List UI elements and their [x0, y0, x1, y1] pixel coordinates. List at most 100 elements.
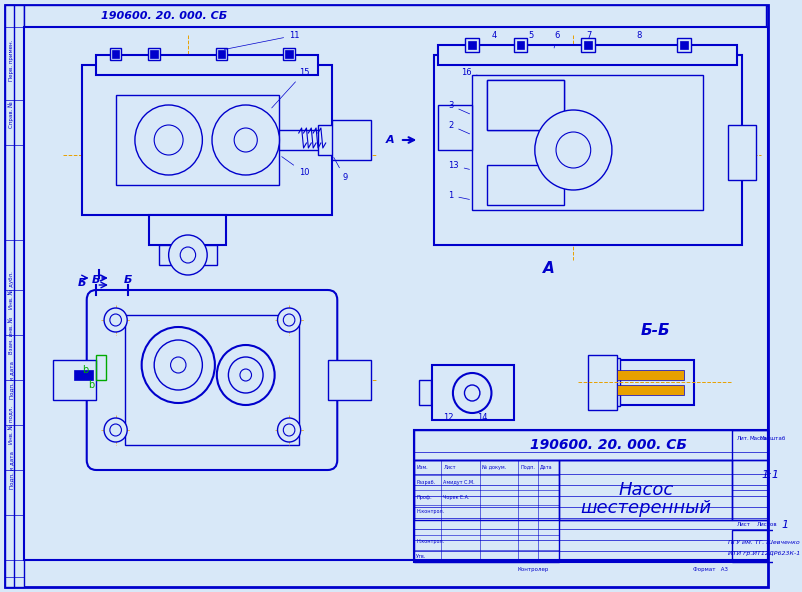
Bar	[487, 80, 564, 130]
Bar	[732, 530, 797, 562]
Bar	[472, 75, 703, 210]
Bar	[328, 360, 371, 400]
Text: 1: 1	[782, 520, 789, 530]
Bar	[439, 105, 472, 150]
Circle shape	[157, 343, 200, 387]
Text: 2: 2	[448, 121, 470, 134]
Bar	[24, 5, 766, 27]
Text: А: А	[544, 260, 555, 275]
Bar	[148, 48, 160, 60]
Bar	[431, 365, 513, 420]
Circle shape	[110, 314, 121, 326]
Bar	[415, 430, 768, 460]
Circle shape	[217, 345, 274, 405]
Circle shape	[154, 125, 183, 155]
Bar	[82, 65, 333, 215]
Text: 13: 13	[448, 161, 469, 170]
Circle shape	[229, 357, 263, 393]
Text: 6: 6	[554, 31, 560, 48]
Text: Б: Б	[92, 275, 100, 285]
Bar	[279, 130, 357, 150]
Bar	[115, 95, 279, 185]
Text: Подп. и дата: Подп. и дата	[9, 451, 14, 489]
Text: Проф.: Проф.	[416, 494, 432, 500]
Circle shape	[212, 105, 279, 175]
Text: Разраб.: Разраб.	[416, 480, 435, 484]
Text: ИТИ гр.ИТ12ДР623К-1: ИТИ гр.ИТ12ДР623К-1	[728, 551, 800, 555]
Bar	[53, 360, 96, 400]
Text: Листов: Листов	[756, 523, 777, 527]
Text: 10: 10	[282, 157, 310, 177]
Bar	[540, 55, 569, 245]
Text: А: А	[386, 135, 395, 145]
Circle shape	[453, 373, 492, 413]
Bar	[286, 50, 293, 58]
Circle shape	[277, 308, 301, 332]
Text: Подп. и дата: Подп. и дата	[9, 361, 14, 399]
Bar	[415, 460, 559, 562]
Bar	[159, 245, 217, 265]
Bar	[218, 50, 225, 58]
Text: Формат   А3: Формат А3	[693, 568, 727, 572]
Text: Лист: Лист	[737, 523, 751, 527]
Bar	[110, 48, 121, 60]
Bar	[727, 125, 756, 180]
Bar	[419, 380, 431, 405]
Bar	[149, 215, 226, 245]
Circle shape	[283, 314, 295, 326]
Bar	[415, 430, 768, 562]
Bar	[216, 48, 228, 60]
Bar	[617, 370, 684, 380]
Text: 9: 9	[334, 157, 347, 182]
Bar	[318, 125, 347, 155]
Text: b: b	[88, 380, 95, 390]
Bar	[581, 38, 594, 52]
Bar	[434, 55, 742, 245]
Text: 190600. 20. 000. СБ: 190600. 20. 000. СБ	[101, 11, 227, 21]
Bar	[82, 65, 333, 95]
Text: Б: Б	[124, 275, 132, 285]
Bar	[434, 55, 472, 245]
Text: шестеренный: шестеренный	[580, 499, 711, 517]
Text: Взам. инв. №: Взам. инв. №	[9, 316, 14, 353]
Bar	[82, 185, 333, 215]
Circle shape	[240, 369, 252, 381]
Text: Насос: Насос	[618, 481, 673, 499]
Bar	[731, 158, 754, 172]
Text: 12: 12	[444, 413, 454, 422]
Bar	[75, 370, 94, 380]
Text: b: b	[82, 365, 88, 375]
Text: 1:1: 1:1	[762, 470, 780, 480]
Circle shape	[171, 357, 186, 373]
Circle shape	[277, 418, 301, 442]
Text: Справ. №: Справ. №	[9, 102, 14, 128]
Bar	[439, 45, 737, 65]
Text: Амидут С.М.: Амидут С.М.	[444, 480, 475, 484]
Bar	[96, 355, 106, 380]
Circle shape	[168, 235, 207, 275]
FancyBboxPatch shape	[87, 290, 338, 470]
Text: Инв. № подл.: Инв. № подл.	[9, 406, 14, 444]
Bar	[434, 210, 742, 245]
Text: 5: 5	[522, 31, 533, 46]
Bar	[125, 315, 298, 445]
Bar	[487, 80, 564, 130]
Text: ПГУ им. ТГ. Шевченко: ПГУ им. ТГ. Шевченко	[728, 540, 800, 545]
Bar	[678, 38, 691, 52]
Text: Изм.: Изм.	[416, 465, 428, 469]
Bar	[487, 165, 564, 205]
Text: 15: 15	[272, 68, 310, 108]
Text: Б: Б	[78, 278, 86, 288]
Text: 3: 3	[448, 101, 470, 114]
Text: 11: 11	[225, 31, 300, 50]
Text: Инв. № дубл.: Инв. № дубл.	[9, 271, 14, 309]
Bar	[584, 41, 592, 49]
Bar	[732, 430, 768, 520]
Bar	[150, 50, 158, 58]
Bar	[680, 41, 688, 49]
Text: 7: 7	[586, 31, 591, 48]
Bar	[703, 55, 742, 245]
Text: Масса: Масса	[750, 436, 768, 440]
Circle shape	[180, 247, 196, 263]
Circle shape	[556, 132, 591, 168]
